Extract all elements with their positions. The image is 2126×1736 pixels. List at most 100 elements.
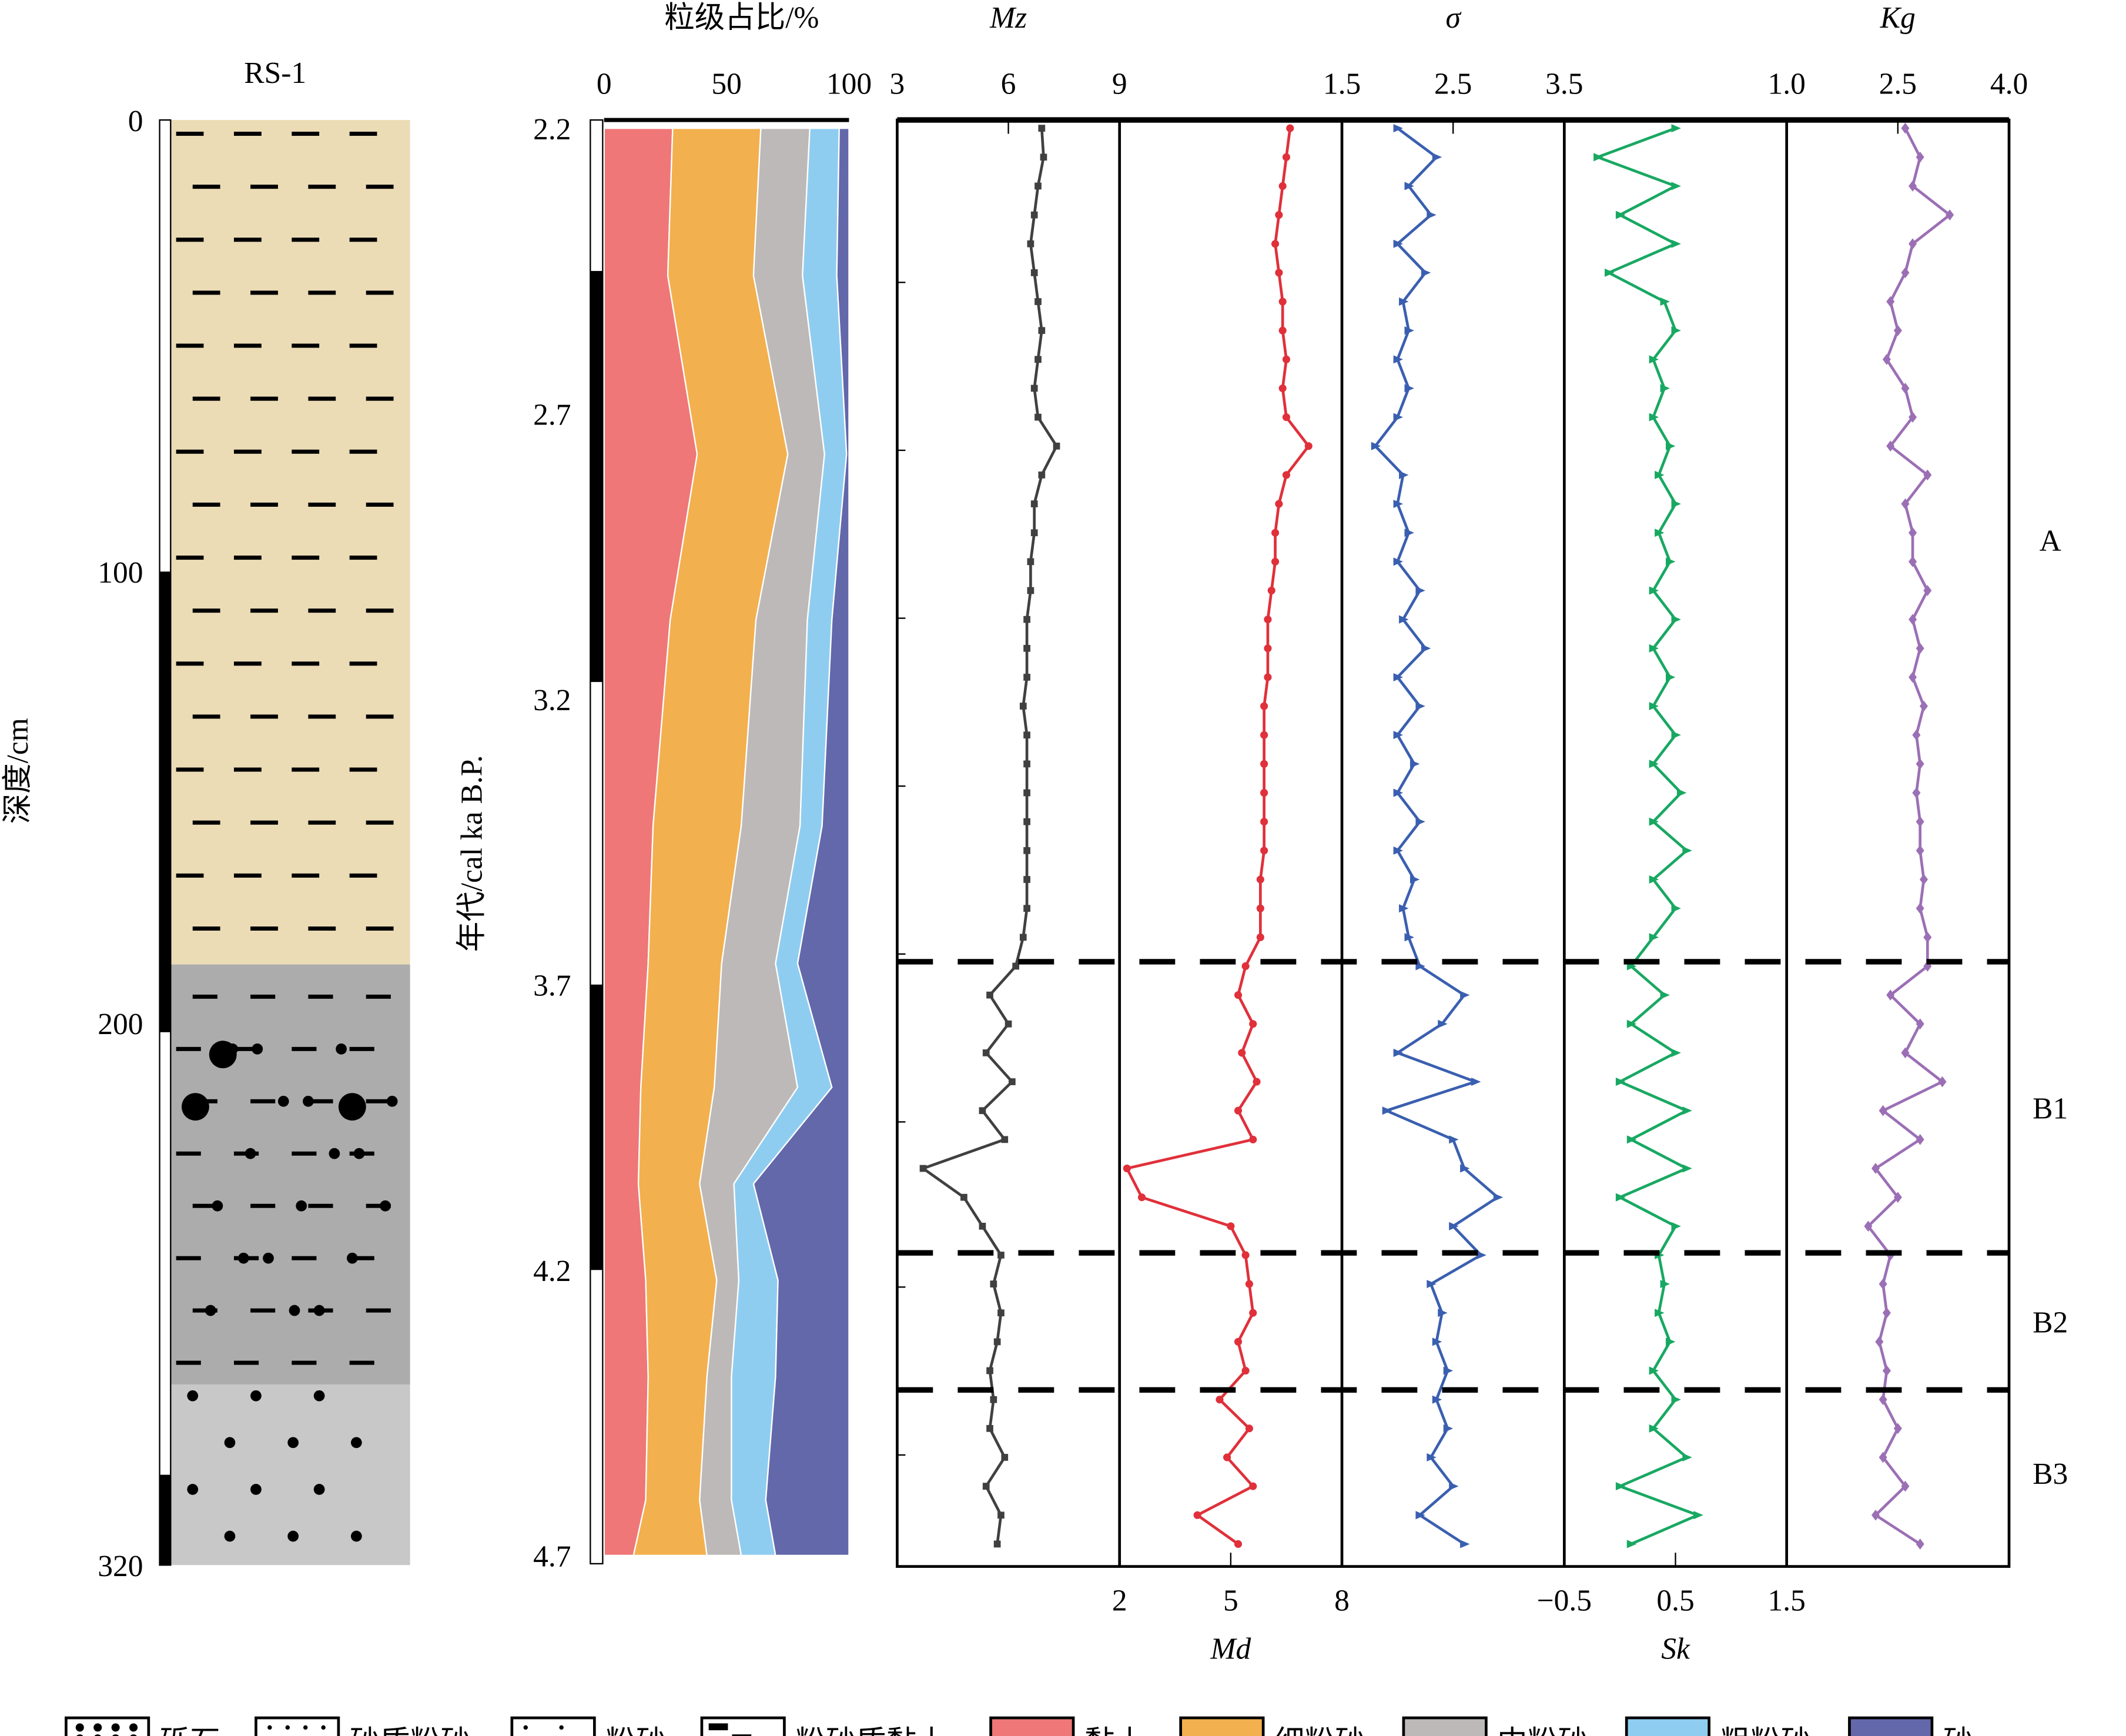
data-point [1034, 413, 1042, 421]
silt-dash [233, 1360, 259, 1365]
clay-dash [308, 502, 336, 507]
data-point [1626, 1135, 1637, 1144]
data-point [1449, 1222, 1459, 1230]
pattern-mark [523, 1725, 528, 1730]
clay-dash [366, 820, 394, 825]
data-point [1249, 1309, 1257, 1317]
data-point [1030, 211, 1038, 219]
data-point [1234, 1106, 1243, 1115]
data-point [1666, 557, 1676, 566]
legend-item: 粉砂质黏土 [700, 1716, 947, 1736]
clay-dash [366, 290, 394, 295]
data-point [1275, 500, 1283, 508]
clay-dash [176, 238, 204, 242]
data-point [1271, 529, 1280, 537]
data-point [1886, 440, 1895, 452]
data-point [1660, 991, 1670, 999]
depth-bar-segment [159, 571, 171, 1032]
clay-dash [233, 556, 262, 560]
data-point [1919, 700, 1929, 712]
data-point [1393, 413, 1403, 422]
column-title: RS-1 [244, 56, 306, 90]
axis-tick-label-Sk: −0.5 [1537, 1584, 1592, 1618]
clay-dash [250, 290, 278, 295]
pattern-mark [708, 1723, 728, 1731]
clay-dash [233, 767, 262, 772]
pattern-mark [94, 1734, 101, 1736]
legend-item: 砾石 [65, 1716, 220, 1736]
data-point [1415, 702, 1425, 711]
silt-dot [313, 1304, 325, 1316]
clay-dash [292, 873, 320, 878]
data-point [1223, 1453, 1231, 1461]
data-point [1227, 1222, 1235, 1230]
data-point [1404, 384, 1414, 393]
pattern-mark [93, 1723, 102, 1732]
data-point [1034, 182, 1042, 190]
silt-dash [366, 994, 391, 999]
silt-dot [263, 1252, 274, 1264]
data-point [1264, 644, 1272, 653]
data-point [1871, 1163, 1880, 1174]
data-point [1030, 529, 1038, 537]
legend-item: 砂 [1848, 1716, 1974, 1736]
silt-dash [308, 994, 333, 999]
data-point [1421, 644, 1431, 653]
pattern-mark [267, 1725, 272, 1730]
silt-dot [212, 1200, 223, 1212]
data-point [1438, 1309, 1448, 1317]
silt-dot [329, 1148, 340, 1159]
axis-tick-label-Kg: 4.0 [1990, 68, 2028, 101]
data-point [1038, 327, 1046, 335]
data-point [1879, 1105, 1887, 1116]
data-point [1260, 702, 1268, 710]
sand-dot [350, 1437, 362, 1449]
data-point [1879, 1278, 1887, 1290]
data-point [1649, 1424, 1659, 1433]
series-line [1866, 128, 1952, 1546]
data-point [1909, 180, 1917, 192]
legend-label: 砂 [1943, 1726, 1974, 1736]
silt-dash [176, 1256, 201, 1260]
data-point [1256, 875, 1264, 884]
clay-dash [308, 185, 336, 189]
data-point [1901, 1047, 1910, 1059]
data-point [1438, 1019, 1448, 1028]
sand-dot [313, 1484, 325, 1495]
legend-label: 细粉砂 [1274, 1726, 1365, 1736]
silt-dash [292, 1256, 317, 1260]
data-point [997, 1309, 1005, 1317]
clay-dash [192, 820, 220, 825]
data-point [1649, 355, 1659, 364]
silt-dash [366, 1099, 391, 1103]
data-point [979, 1222, 986, 1230]
data-point [1404, 529, 1414, 537]
legend-label: 中粉砂 [1497, 1726, 1588, 1736]
data-point [1249, 1020, 1257, 1028]
clay-dash [366, 502, 394, 507]
series-Kg [1864, 122, 1954, 1550]
age-tick-label: 3.7 [533, 969, 571, 1003]
data-point [1671, 500, 1681, 509]
clay-dash [176, 873, 204, 878]
clay-dash [250, 396, 278, 401]
legend-label: 粉砂质黏土 [795, 1726, 947, 1736]
axis-tick-label-Md: 8 [1334, 1584, 1350, 1618]
data-point [1137, 1193, 1146, 1202]
data-point [1432, 1395, 1442, 1404]
clay-dash [176, 343, 204, 348]
sand-dot [313, 1390, 325, 1401]
depth-tick-label: 320 [98, 1550, 143, 1583]
data-point [1901, 122, 1910, 134]
data-point [1038, 125, 1046, 132]
data-point [1893, 1192, 1902, 1203]
age-axis-label: 年代/cal ka B.P. [455, 755, 488, 952]
pattern-mark [130, 1734, 137, 1736]
data-point [1427, 210, 1437, 219]
axis-tick-label-Md: 5 [1223, 1584, 1238, 1618]
pattern-mark [321, 1725, 326, 1730]
clay-dash [349, 132, 377, 136]
data-point [1946, 209, 1954, 220]
clay-dash [250, 820, 278, 825]
data-point [1260, 789, 1268, 797]
